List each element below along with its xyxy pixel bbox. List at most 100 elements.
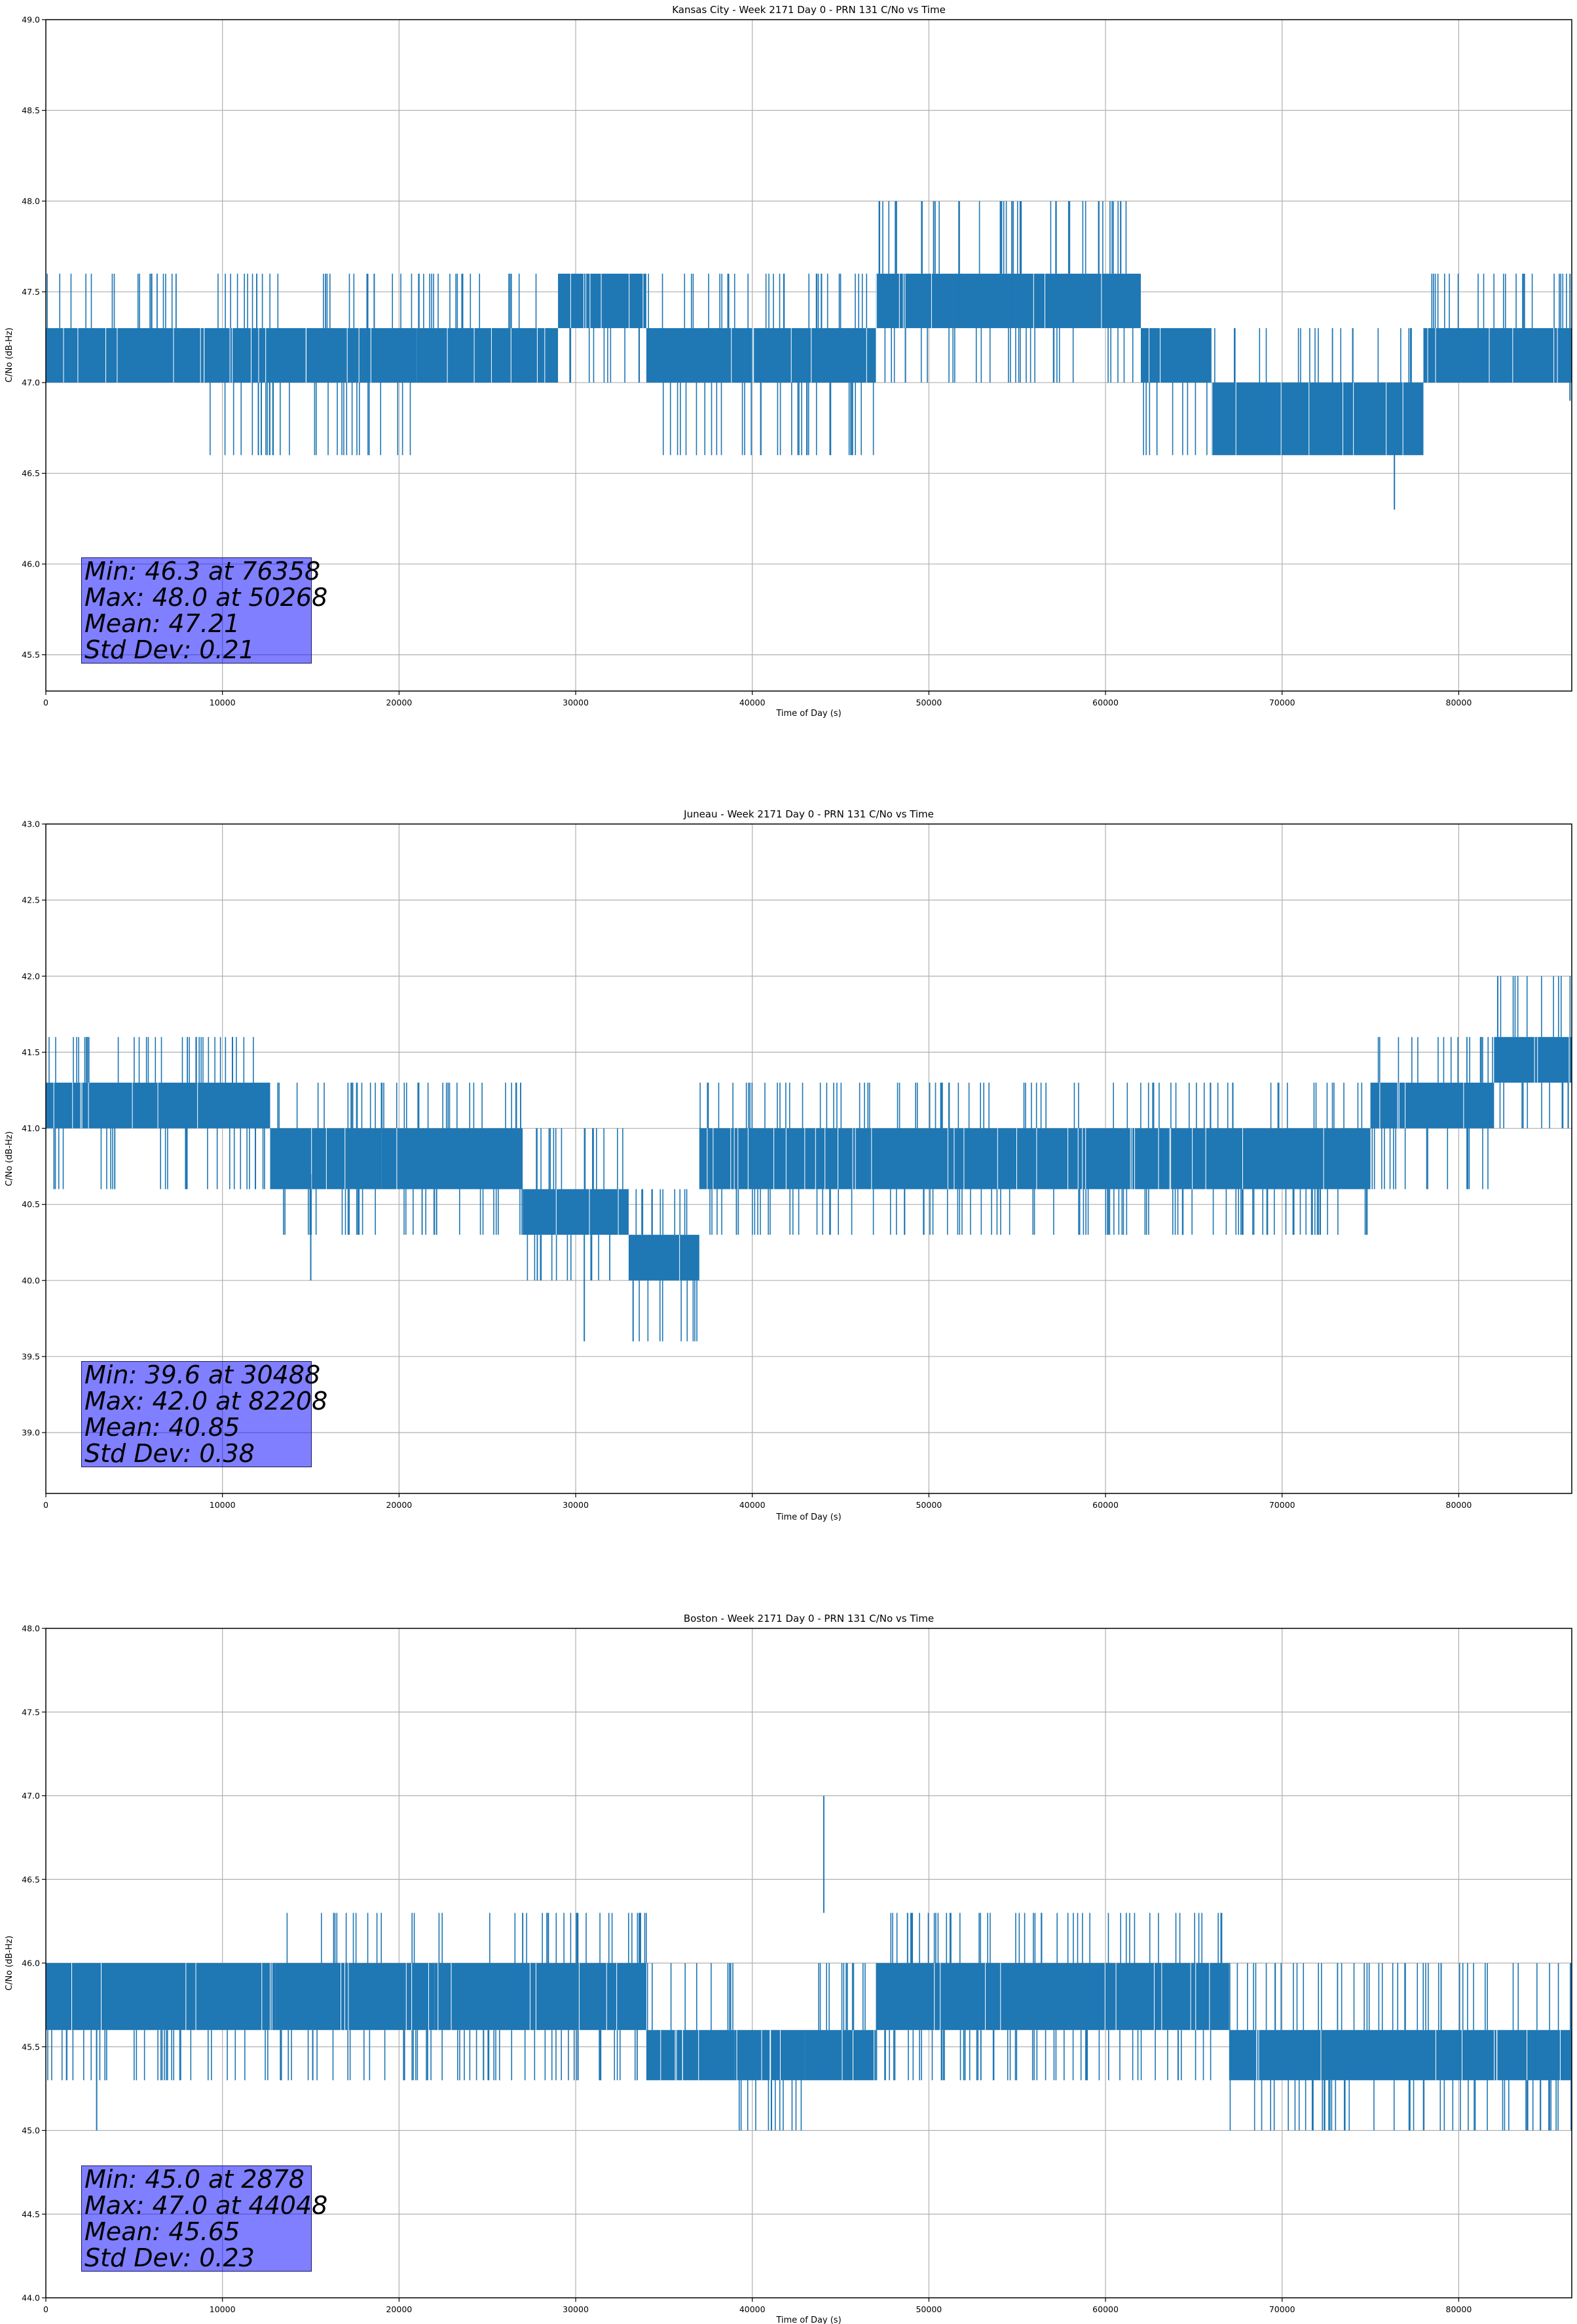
y-tick-label: 47.5 bbox=[22, 287, 40, 297]
stats-annotation-juneau: Min: 39.6 at 30488 Max: 42.0 at 82208 Me… bbox=[81, 1360, 328, 1468]
x-tick-label: 70000 bbox=[1269, 1500, 1295, 1510]
stats-max: Max: 47.0 at 44048 bbox=[84, 2191, 328, 2220]
y-ticks: 45.5 46.0 46.5 47.0 47.5 48.0 48.5 49.0 bbox=[22, 15, 46, 660]
x-tick-label: 80000 bbox=[1446, 1500, 1472, 1510]
series-band bbox=[46, 1963, 276, 2031]
x-tick-label: 60000 bbox=[1092, 1500, 1119, 1510]
x-tick-label: 70000 bbox=[1269, 2304, 1295, 2314]
x-tick-label: 10000 bbox=[210, 2304, 236, 2314]
y-tick-label: 40.0 bbox=[22, 1275, 40, 1285]
series-band bbox=[434, 1963, 646, 2031]
y-tick-label: 43.0 bbox=[22, 819, 40, 829]
series-band bbox=[523, 1189, 629, 1235]
x-tick-label: 30000 bbox=[563, 2304, 589, 2314]
stats-std-dev: Std Dev: 0.23 bbox=[84, 2243, 255, 2272]
x-tick-label: 30000 bbox=[563, 698, 589, 707]
stats-min: Min: 39.6 at 30488 bbox=[84, 1360, 321, 1389]
y-tick-label: 48.5 bbox=[22, 105, 40, 115]
series-band bbox=[381, 1128, 523, 1190]
stats-std-dev: Std Dev: 0.38 bbox=[84, 1439, 255, 1468]
x-tick-label: 40000 bbox=[739, 698, 766, 707]
y-ticks: 44.0 44.5 45.0 45.5 46.0 46.5 47.0 47.5 48.0 bbox=[22, 1624, 46, 2303]
x-tick-label: 50000 bbox=[916, 698, 942, 707]
chart-title: Kansas City - Week 2171 Day 0 - PRN 131 … bbox=[672, 4, 946, 16]
x-axis-label: Time of Day (s) bbox=[775, 709, 841, 719]
y-tick-label: 45.0 bbox=[22, 2126, 40, 2135]
series-band bbox=[699, 1128, 1159, 1190]
x-tick-label: 60000 bbox=[1092, 698, 1119, 707]
plot-frame bbox=[45, 19, 1572, 692]
y-tick-label: 42.0 bbox=[22, 971, 40, 981]
series-band bbox=[1140, 328, 1212, 383]
y-axis-label: C/No (dB-Hz) bbox=[5, 1131, 14, 1186]
x-tick-label: 10000 bbox=[210, 698, 236, 707]
stats-mean: Mean: 47.21 bbox=[84, 609, 240, 638]
x-tick-label: 0 bbox=[43, 2304, 48, 2314]
y-tick-label: 46.0 bbox=[22, 559, 40, 569]
series-band bbox=[1370, 1082, 1494, 1129]
x-axis-label: Time of Day (s) bbox=[775, 2315, 841, 2324]
stats-annotation-kansas-city: Min: 46.3 at 76358 Max: 48.0 at 50268 Me… bbox=[81, 557, 328, 664]
stats-max: Max: 42.0 at 82208 bbox=[84, 1387, 328, 1415]
x-tick-label: 80000 bbox=[1446, 2304, 1472, 2314]
x-tick-label: 30000 bbox=[563, 1500, 589, 1510]
x-tick-label: 70000 bbox=[1269, 698, 1295, 707]
stats-mean: Mean: 40.85 bbox=[84, 1413, 240, 1442]
x-tick-label: 0 bbox=[43, 1500, 48, 1510]
stats-std-dev: Std Dev: 0.21 bbox=[84, 635, 255, 664]
stats-mean: Mean: 45.65 bbox=[84, 2217, 240, 2246]
data-series bbox=[46, 976, 1572, 1341]
x-tick-label: 60000 bbox=[1092, 2304, 1119, 2314]
stats-max: Max: 48.0 at 50268 bbox=[84, 583, 328, 612]
x-tick-label: 40000 bbox=[739, 1500, 766, 1510]
series-band bbox=[270, 1128, 382, 1190]
x-ticks: 0 10000 20000 30000 40000 50000 60000 70000 8000… bbox=[43, 1493, 1472, 1510]
y-tick-label: 48.0 bbox=[22, 1624, 40, 1634]
y-tick-label: 41.5 bbox=[22, 1047, 40, 1057]
y-ticks: 39.0 39.5 40.0 40.5 41.0 41.5 42.0 42.5 43.0 bbox=[22, 819, 46, 1438]
series-band bbox=[275, 1963, 435, 2031]
y-tick-label: 46.5 bbox=[22, 1875, 40, 1884]
series-band bbox=[1494, 1037, 1572, 1083]
y-tick-label: 39.0 bbox=[22, 1428, 40, 1438]
y-tick-label: 44.5 bbox=[22, 2209, 40, 2219]
y-tick-label: 40.5 bbox=[22, 1199, 40, 1209]
series-band bbox=[628, 1235, 699, 1281]
y-tick-label: 45.5 bbox=[22, 650, 40, 660]
series-band bbox=[46, 328, 205, 383]
series-band bbox=[1423, 328, 1572, 383]
y-tick-label: 46.5 bbox=[22, 468, 40, 478]
series-band bbox=[204, 328, 417, 383]
y-tick-label: 41.0 bbox=[22, 1123, 40, 1133]
x-tick-label: 10000 bbox=[210, 1500, 236, 1510]
plot-frame bbox=[45, 823, 1572, 1494]
y-tick-label: 39.5 bbox=[22, 1351, 40, 1361]
x-axis-label: Time of Day (s) bbox=[775, 1512, 841, 1522]
x-tick-label: 0 bbox=[43, 698, 48, 707]
y-axis-label: C/No (dB-Hz) bbox=[5, 1936, 14, 1991]
stats-annotation-boston: Min: 45.0 at 2878 Max: 47.0 at 44048 Mea… bbox=[81, 2165, 328, 2272]
x-tick-label: 50000 bbox=[916, 2304, 942, 2314]
x-tick-label: 40000 bbox=[739, 2304, 766, 2314]
x-tick-label: 80000 bbox=[1446, 698, 1472, 707]
series-band bbox=[646, 328, 876, 383]
series-band bbox=[876, 273, 1141, 328]
series-band bbox=[1158, 1128, 1371, 1190]
y-tick-label: 47.5 bbox=[22, 1707, 40, 1717]
x-tick-label: 20000 bbox=[386, 1500, 412, 1510]
stats-min: Min: 46.3 at 76358 bbox=[84, 557, 321, 586]
series-band bbox=[1211, 383, 1424, 455]
y-tick-label: 44.0 bbox=[22, 2293, 40, 2303]
x-tick-label: 50000 bbox=[916, 1500, 942, 1510]
series-band bbox=[558, 273, 646, 328]
chart-title: Juneau - Week 2171 Day 0 - PRN 131 C/No … bbox=[683, 808, 934, 820]
x-tick-label: 20000 bbox=[386, 698, 412, 707]
series-band bbox=[876, 1963, 1229, 2031]
y-tick-label: 47.0 bbox=[22, 378, 40, 388]
series-band bbox=[805, 2030, 876, 2080]
x-ticks: 0 10000 20000 30000 40000 50000 60000 70000 8000… bbox=[43, 691, 1472, 707]
y-tick-label: 46.0 bbox=[22, 1959, 40, 1968]
x-tick-label: 20000 bbox=[386, 2304, 412, 2314]
data-series bbox=[46, 201, 1572, 510]
